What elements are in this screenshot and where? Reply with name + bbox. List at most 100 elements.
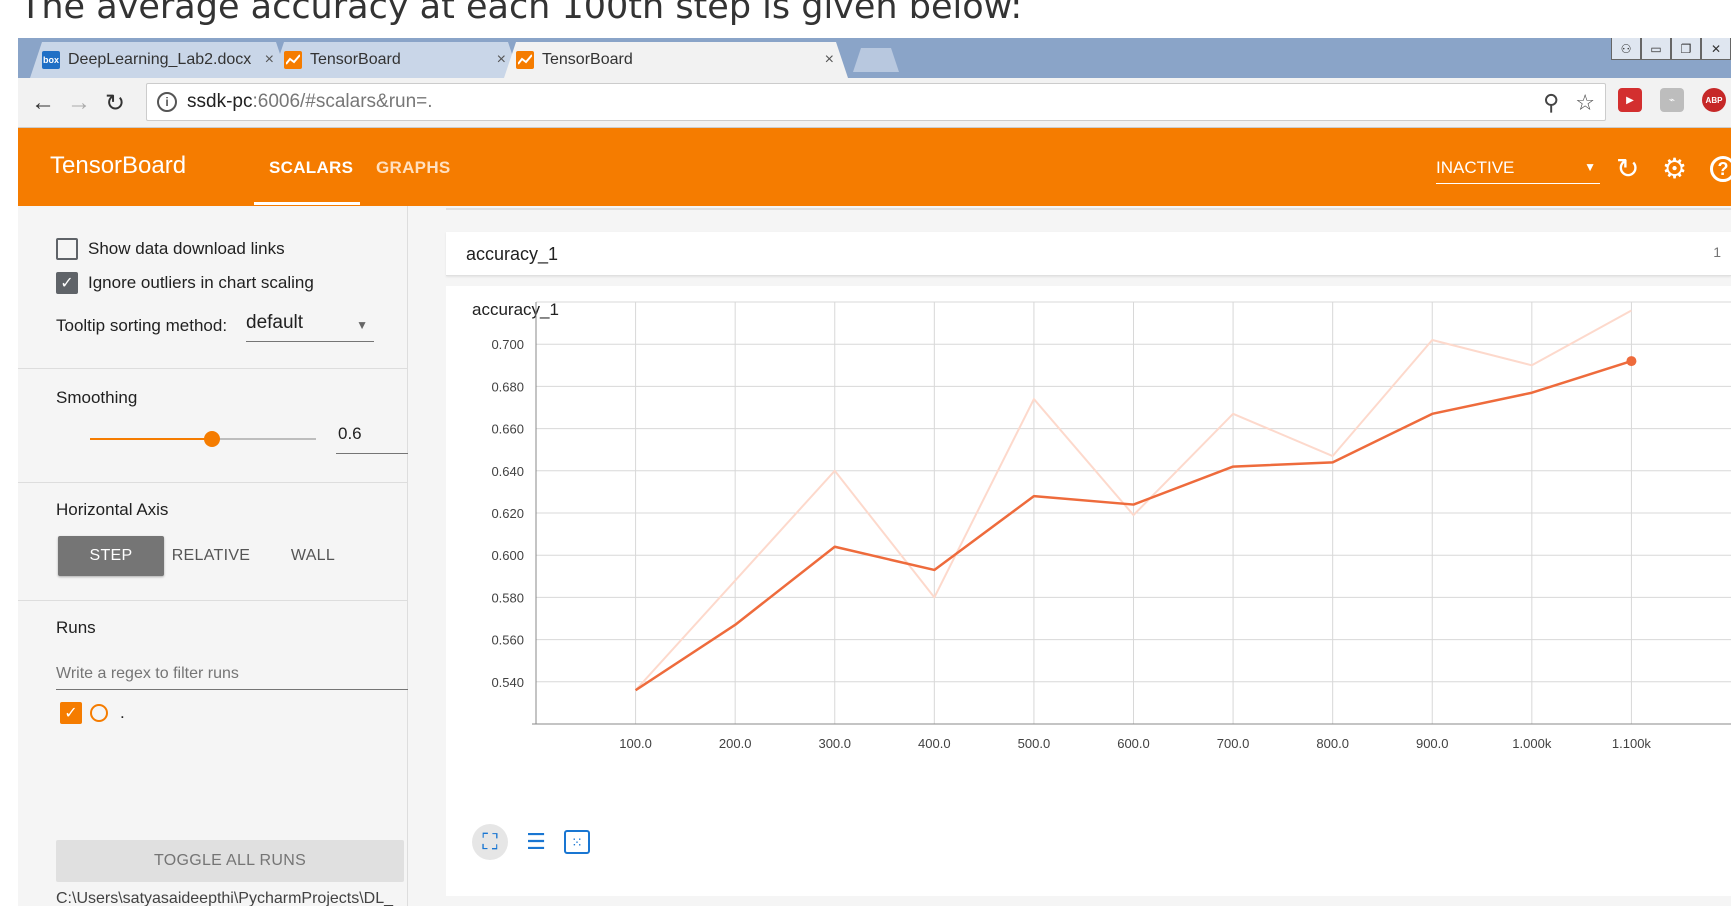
extension-red-play-icon[interactable]: ▶ bbox=[1618, 88, 1642, 112]
run-filter-input[interactable] bbox=[56, 658, 410, 690]
extension-pdf-icon[interactable]: ⌁ bbox=[1660, 88, 1684, 112]
url-path: :6006/#scalars&run=. bbox=[252, 91, 433, 112]
show-download-label: Show data download links bbox=[88, 239, 285, 258]
run-status-dropdown[interactable]: INACTIVE ▼ bbox=[1436, 158, 1600, 184]
adblock-icon[interactable]: ABP bbox=[1702, 88, 1726, 112]
x-tick-label: 100.0 bbox=[619, 736, 652, 751]
scalar-chart-card: accuracy_1 0.540 0.560 0.580 0.600 0.620 0.64… bbox=[446, 286, 1731, 896]
y-tick-label: 0.640 bbox=[491, 464, 524, 479]
series-line-raw bbox=[634, 309, 1632, 691]
caret-down-icon: ▼ bbox=[1584, 160, 1596, 174]
new-tab-button[interactable] bbox=[853, 48, 899, 72]
ignore-outliers-checkbox[interactable]: ✓ bbox=[56, 272, 78, 294]
url-host: ssdk-pc bbox=[187, 91, 253, 112]
log-directory-path: C:\Users\satyasaideepthi\PycharmProjects… bbox=[56, 890, 394, 906]
tensorboard-icon bbox=[284, 51, 302, 69]
back-icon[interactable]: ← bbox=[31, 89, 55, 116]
x-tick-label: 600.0 bbox=[1117, 736, 1150, 751]
selected-tab-indicator bbox=[254, 202, 360, 205]
tensorboard-header: TensorBoard SCALARS GRAPHS INACTIVE ▼ ↻ … bbox=[18, 128, 1731, 206]
x-tick-label: 900.0 bbox=[1416, 736, 1449, 751]
horizontal-axis-label: Horizontal Axis bbox=[56, 500, 169, 519]
refresh-icon[interactable]: ↻ bbox=[1616, 153, 1640, 184]
tag-group-title: accuracy_1 bbox=[466, 244, 559, 264]
forward-icon[interactable]: → bbox=[67, 89, 91, 116]
y-tick-label: 0.660 bbox=[491, 422, 524, 437]
run-item[interactable]: ✓ . bbox=[60, 702, 125, 724]
info-icon[interactable]: i bbox=[157, 92, 177, 112]
zoom-icon[interactable]: ⚲ bbox=[1543, 90, 1560, 115]
show-download-links-option[interactable]: Show data download links bbox=[56, 238, 285, 260]
x-tick-label: 300.0 bbox=[818, 736, 851, 751]
user-icon[interactable]: ⚇ bbox=[1611, 38, 1641, 60]
y-tick-label: 0.540 bbox=[491, 675, 524, 690]
axis-wall-button[interactable]: WALL bbox=[290, 547, 336, 564]
x-tick-label: 700.0 bbox=[1217, 736, 1250, 751]
x-tick-label: 1.000k bbox=[1512, 736, 1552, 751]
extension-icons: ▶ ⌁ ABP bbox=[1618, 88, 1726, 112]
x-tick-label: 200.0 bbox=[719, 736, 752, 751]
minimize-icon[interactable]: ▭ bbox=[1641, 38, 1671, 60]
series-line-smoothed bbox=[634, 359, 1632, 692]
runs-label: Runs bbox=[56, 618, 96, 637]
ignore-outliers-option[interactable]: ✓ Ignore outliers in chart scaling bbox=[56, 272, 314, 294]
browser-tab-title: TensorBoard bbox=[310, 51, 401, 68]
x-tick-label: 400.0 bbox=[918, 736, 951, 751]
y-tick-label: 0.600 bbox=[491, 548, 524, 563]
divider bbox=[18, 482, 408, 483]
close-icon[interactable]: × bbox=[496, 51, 506, 68]
y-tick-label: 0.680 bbox=[491, 379, 524, 394]
run-name: . bbox=[120, 703, 125, 722]
close-icon[interactable]: × bbox=[264, 51, 274, 68]
restore-icon[interactable]: ❐ bbox=[1671, 38, 1701, 60]
accuracy-chart[interactable]: 0.540 0.560 0.580 0.600 0.620 0.640 0.660 0.680… bbox=[446, 286, 1731, 816]
browser-tab-title: TensorBoard bbox=[542, 51, 633, 68]
bookmark-star-icon[interactable]: ☆ bbox=[1575, 90, 1595, 115]
help-icon[interactable]: ? bbox=[1710, 156, 1731, 182]
smoothing-value-input[interactable]: 0.6 bbox=[336, 424, 410, 454]
show-download-checkbox[interactable] bbox=[56, 238, 78, 260]
chart-title: accuracy_1 bbox=[472, 300, 559, 319]
tensorboard-icon bbox=[516, 51, 534, 69]
expand-chart-icon[interactable]: ⁙ bbox=[564, 830, 590, 854]
reload-icon[interactable]: ↻ bbox=[104, 89, 126, 117]
tooltip-sorting-select[interactable]: default ▼ bbox=[246, 312, 374, 342]
y-tick-label: 0.700 bbox=[491, 337, 524, 352]
x-tick-label: 1.100k bbox=[1612, 736, 1652, 751]
y-tick-label: 0.620 bbox=[491, 506, 524, 521]
smoothing-slider-thumb[interactable] bbox=[204, 431, 221, 447]
close-icon[interactable]: × bbox=[824, 51, 834, 68]
browser-toolbar: ← → ↻ i ssdk-pc:6006/#scalars&run=. ⚲ ☆ … bbox=[18, 78, 1731, 128]
sidebar: Show data download links ✓ Ignore outlie… bbox=[18, 206, 410, 906]
ignore-outliers-label: Ignore outliers in chart scaling bbox=[88, 273, 314, 292]
toggle-y-log-icon[interactable]: ☰ bbox=[526, 829, 546, 854]
divider bbox=[446, 208, 1731, 210]
box-icon: box bbox=[42, 51, 60, 69]
run-checkbox[interactable]: ✓ bbox=[60, 702, 82, 724]
divider bbox=[18, 368, 408, 369]
tag-group-header[interactable]: accuracy_1 1 bbox=[446, 232, 1731, 276]
fit-domain-icon[interactable]: ⛶ bbox=[472, 824, 508, 860]
tooltip-sorting-value: default bbox=[246, 312, 304, 333]
browser-tab-doc[interactable]: box DeepLearning_Lab2.docx × bbox=[30, 42, 288, 78]
tab-graphs[interactable]: GRAPHS bbox=[376, 158, 451, 177]
axis-relative-button[interactable]: RELATIVE bbox=[171, 547, 251, 564]
settings-gear-icon[interactable]: ⚙ bbox=[1662, 153, 1688, 184]
smoothing-slider-fill bbox=[90, 438, 213, 440]
axis-step-button[interactable]: STEP bbox=[58, 536, 164, 576]
address-bar[interactable]: i ssdk-pc:6006/#scalars&run=. ⚲ ☆ bbox=[146, 83, 1606, 121]
browser-tab-title: DeepLearning_Lab2.docx bbox=[68, 51, 252, 68]
smoothing-slider[interactable] bbox=[90, 431, 316, 447]
document-caption: The average accuracy at each 100th step … bbox=[20, 0, 1023, 27]
browser-tab-tensorboard-2[interactable]: TensorBoard × bbox=[504, 42, 848, 78]
divider bbox=[18, 600, 408, 601]
tooltip-sorting-label: Tooltip sorting method: bbox=[56, 316, 228, 335]
x-tick-label: 800.0 bbox=[1316, 736, 1349, 751]
tab-scalars[interactable]: SCALARS bbox=[269, 158, 354, 177]
browser-tab-tensorboard-1[interactable]: TensorBoard × bbox=[272, 42, 520, 78]
y-tick-label: 0.580 bbox=[491, 590, 524, 605]
close-window-icon[interactable]: ✕ bbox=[1701, 38, 1731, 60]
chart-toolbar: ⛶ ☰ ⁙ bbox=[472, 824, 590, 860]
window-controls: ⚇ ▭ ❐ ✕ bbox=[1611, 38, 1731, 62]
toggle-all-runs-button[interactable]: TOGGLE ALL RUNS bbox=[56, 840, 404, 882]
